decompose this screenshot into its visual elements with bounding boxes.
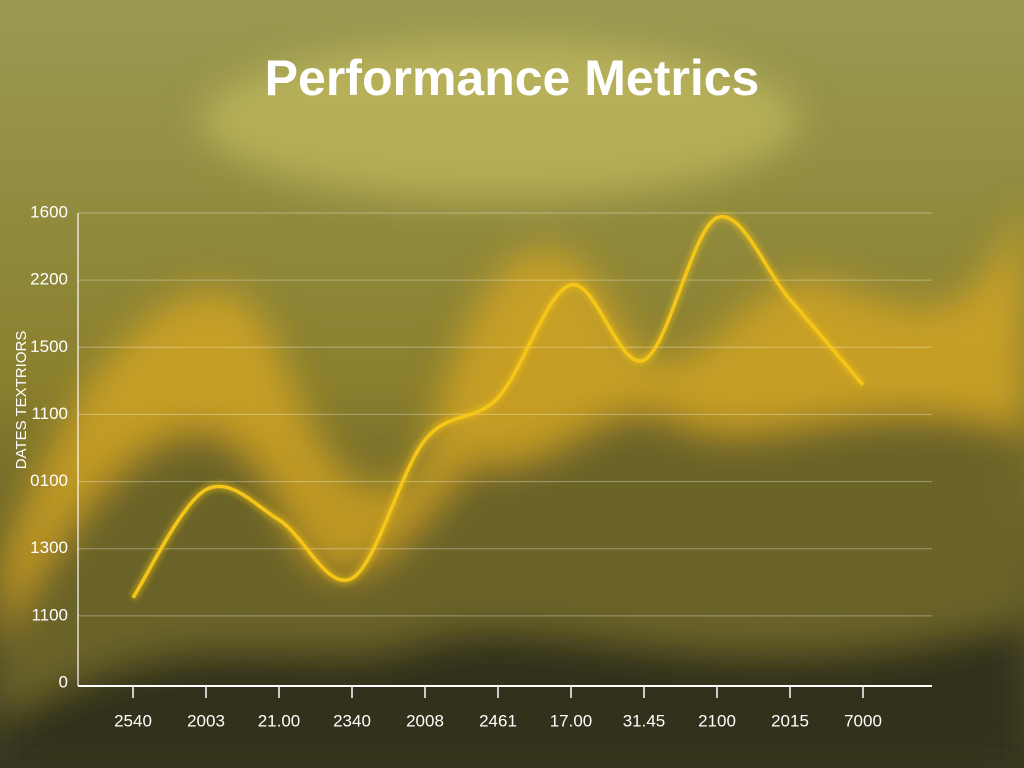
x-tick-label: 2003 [187,711,225,730]
x-tick-label: 2100 [698,711,736,730]
y-tick-label: 2200 [30,270,68,289]
x-tick-label: 21.00 [258,711,301,730]
y-tick-label: 1300 [30,538,68,557]
y-tick-label: 0100 [30,471,68,490]
x-tick-label: 2340 [333,711,371,730]
x-tick-label: 2008 [406,711,444,730]
x-tick-label: 31.45 [623,711,666,730]
x-tick-label: 2540 [114,711,152,730]
x-tick-label: 2015 [771,711,809,730]
data-line [131,214,865,599]
y-tick-label: 1100 [31,605,68,624]
y-tick-label: 1500 [30,337,68,356]
chart-title: Performance Metrics [265,50,760,106]
y-tick-label: 1100 [31,404,68,423]
y-tick-label: 1600 [30,202,68,221]
x-tick-label: 2461 [479,711,517,730]
y-axis-title: DATES TEXTRIORS [13,331,30,470]
x-tick-label: 7000 [844,711,882,730]
y-tick-label: 0 [59,672,68,691]
x-tick-label: 17.00 [550,711,593,730]
